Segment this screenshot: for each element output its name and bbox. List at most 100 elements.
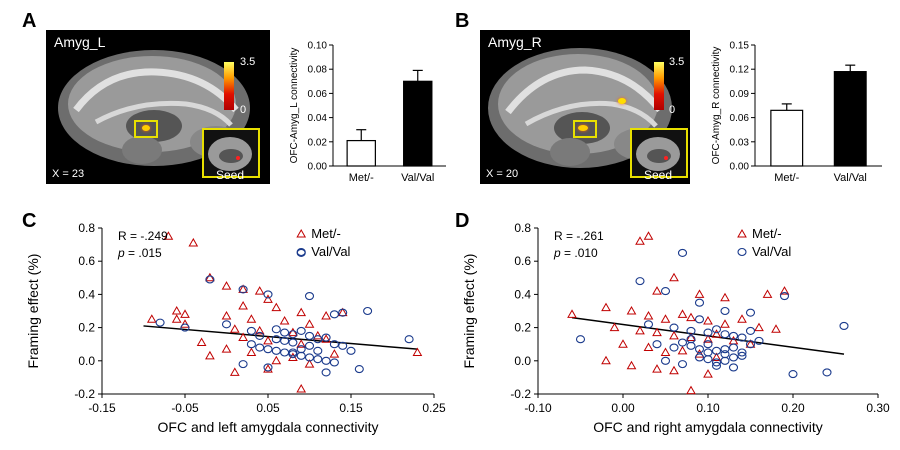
y-tick-label: 0.0 xyxy=(514,354,531,368)
seed-label: Seed xyxy=(644,168,673,182)
data-point-met xyxy=(180,319,190,328)
data-point-val xyxy=(703,328,713,337)
data-point-val xyxy=(288,330,298,339)
data-point-val xyxy=(703,348,713,357)
data-point-met xyxy=(686,385,696,395)
data-point-val xyxy=(745,340,756,349)
data-point-val xyxy=(720,356,730,365)
data-point-met xyxy=(652,364,662,373)
data-point-met xyxy=(296,384,307,393)
data-point-met xyxy=(271,302,282,312)
data-point-val xyxy=(329,358,339,367)
x-axis-label: OFC and left amygdala connectivity xyxy=(158,419,379,435)
data-point-val xyxy=(720,306,730,316)
data-point-met xyxy=(762,289,773,298)
x-tick-label: Met/- xyxy=(349,172,374,184)
scatter-right-amygdala: -0.2 0.0 0.2 0.4 0.6 0.8 -0.10 0.00 0.10 0.20 0.30… xyxy=(461,222,890,435)
data-point-val xyxy=(180,323,190,332)
data-point-val xyxy=(354,365,364,374)
data-point-val xyxy=(728,331,739,340)
data-point-met xyxy=(601,302,611,312)
x-tick-label: 0.25 xyxy=(422,401,446,415)
brain-image-left-amygdala: Amyg_L 3.5 0 Seed X = 23 xyxy=(46,30,270,184)
y-axis-label: OFC-Amyg_R connectivity xyxy=(711,47,722,165)
data-point-met xyxy=(412,347,423,356)
y-tick-label: 0.08 xyxy=(308,65,328,76)
data-point-met xyxy=(635,236,645,245)
data-point-met xyxy=(567,309,577,318)
activation-blob xyxy=(578,125,588,131)
data-point-val xyxy=(288,338,298,347)
data-point-met xyxy=(180,309,190,318)
y-tick-label: 0.02 xyxy=(308,137,328,148)
data-point-val xyxy=(711,361,722,370)
colorbar-min: 0 xyxy=(669,104,676,116)
data-point-met xyxy=(171,314,182,323)
data-point-met xyxy=(321,310,331,320)
brain-title: Amyg_R xyxy=(488,34,542,50)
data-point-val xyxy=(745,326,756,335)
stat-p: p = .015 xyxy=(117,246,162,260)
y-tick-label: 0.8 xyxy=(514,222,531,235)
data-point-met xyxy=(221,281,232,290)
data-point-met xyxy=(304,319,315,328)
data-point-met xyxy=(321,334,331,343)
stat-r: R = -.261 xyxy=(554,229,604,243)
data-point-val xyxy=(660,287,671,296)
colorbar xyxy=(224,62,234,110)
data-point-met xyxy=(221,344,232,353)
x-tick-label: 0.00 xyxy=(611,401,635,415)
data-point-val xyxy=(205,275,215,284)
data-point-val xyxy=(677,248,688,257)
y-tick-label: 0.2 xyxy=(78,321,95,335)
roi-box xyxy=(134,120,158,138)
stat-p-symbol: p xyxy=(553,246,561,260)
data-point-val xyxy=(321,333,331,342)
data-point-val xyxy=(338,308,348,317)
data-point-met xyxy=(694,289,705,298)
y-tick-label: 0.10 xyxy=(308,41,328,52)
slice-coordinate: X = 23 xyxy=(52,168,85,180)
data-point-val xyxy=(404,335,414,344)
data-point-met xyxy=(254,286,265,295)
panel-letter-d: D xyxy=(455,210,470,232)
data-point-val xyxy=(246,340,256,349)
data-point-met xyxy=(171,305,182,315)
x-tick-label: 0.05 xyxy=(256,401,280,415)
bar-chart-left-amygdala: 0.00 0.02 0.04 0.06 0.08 0.10 Met/- Val/Val OFC-… xyxy=(289,41,446,184)
seed-inset xyxy=(202,128,260,178)
colorbar xyxy=(654,62,664,110)
data-point-val xyxy=(694,353,705,362)
y-tick-label: 0.4 xyxy=(78,287,95,301)
x-tick-label: 0.15 xyxy=(339,401,363,415)
bar xyxy=(770,109,804,167)
data-point-met xyxy=(238,332,248,342)
data-point-val xyxy=(686,335,696,344)
data-point-met xyxy=(279,315,290,325)
data-point-val xyxy=(822,368,832,377)
data-point-met xyxy=(720,292,730,302)
data-point-val xyxy=(779,292,790,301)
data-point-met xyxy=(205,350,215,360)
data-point-met xyxy=(686,332,696,342)
bar-chart-right-amygdala: 0.00 0.03 0.06 0.09 0.12 0.15 Met/- Val/Val OFC-… xyxy=(711,41,882,184)
data-point-met xyxy=(146,314,157,323)
data-point-val xyxy=(338,341,348,350)
data-point-val xyxy=(296,326,306,335)
x-tick-label: -0.15 xyxy=(88,401,116,415)
activation-blob xyxy=(142,125,150,131)
data-point-val xyxy=(304,353,315,362)
data-point-val xyxy=(711,325,722,334)
data-point-val xyxy=(280,328,290,337)
legend-label-met: Met/- xyxy=(311,226,341,241)
y-tick-label: 0.00 xyxy=(308,162,328,173)
y-tick-label: 0.8 xyxy=(78,222,95,235)
x-tick-label: 0.30 xyxy=(866,401,890,415)
data-point-met xyxy=(238,301,248,310)
data-point-val xyxy=(255,331,265,340)
y-tick-label: 0.04 xyxy=(308,113,328,124)
data-point-val xyxy=(711,358,722,367)
data-point-met xyxy=(205,272,215,282)
data-point-val xyxy=(271,346,281,355)
data-point-val xyxy=(839,321,849,330)
